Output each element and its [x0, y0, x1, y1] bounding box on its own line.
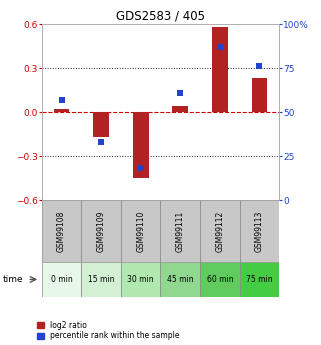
Bar: [200, 200, 240, 262]
Bar: [121, 262, 160, 297]
Bar: [81, 200, 121, 262]
Bar: [133, 112, 149, 178]
Text: GSM99109: GSM99109: [97, 210, 106, 252]
Bar: [93, 112, 109, 137]
Point: [99, 139, 104, 145]
Bar: [200, 262, 240, 297]
Bar: [54, 109, 69, 112]
Text: GSM99110: GSM99110: [136, 210, 145, 252]
Bar: [160, 200, 200, 262]
Text: 45 min: 45 min: [167, 275, 194, 284]
Text: GSM99112: GSM99112: [215, 210, 224, 252]
Bar: [81, 262, 121, 297]
Bar: [172, 106, 188, 112]
Text: GSM99108: GSM99108: [57, 210, 66, 252]
Text: GSM99113: GSM99113: [255, 210, 264, 252]
Text: 30 min: 30 min: [127, 275, 154, 284]
Text: 60 min: 60 min: [207, 275, 233, 284]
Text: time: time: [3, 275, 24, 284]
Point: [178, 90, 183, 96]
Text: 0 min: 0 min: [51, 275, 73, 284]
Bar: [212, 27, 228, 112]
Text: GSM99111: GSM99111: [176, 210, 185, 252]
Title: GDS2583 / 405: GDS2583 / 405: [116, 10, 205, 23]
Bar: [42, 262, 81, 297]
Bar: [240, 262, 279, 297]
Point: [138, 166, 143, 171]
Bar: [42, 200, 81, 262]
Point: [257, 63, 262, 69]
Point: [217, 44, 222, 50]
Text: 75 min: 75 min: [246, 275, 273, 284]
Bar: [240, 200, 279, 262]
Bar: [160, 262, 200, 297]
Point: [59, 97, 64, 102]
Text: 15 min: 15 min: [88, 275, 114, 284]
Legend: log2 ratio, percentile rank within the sample: log2 ratio, percentile rank within the s…: [36, 320, 180, 341]
Bar: [121, 200, 160, 262]
Bar: [252, 78, 267, 112]
